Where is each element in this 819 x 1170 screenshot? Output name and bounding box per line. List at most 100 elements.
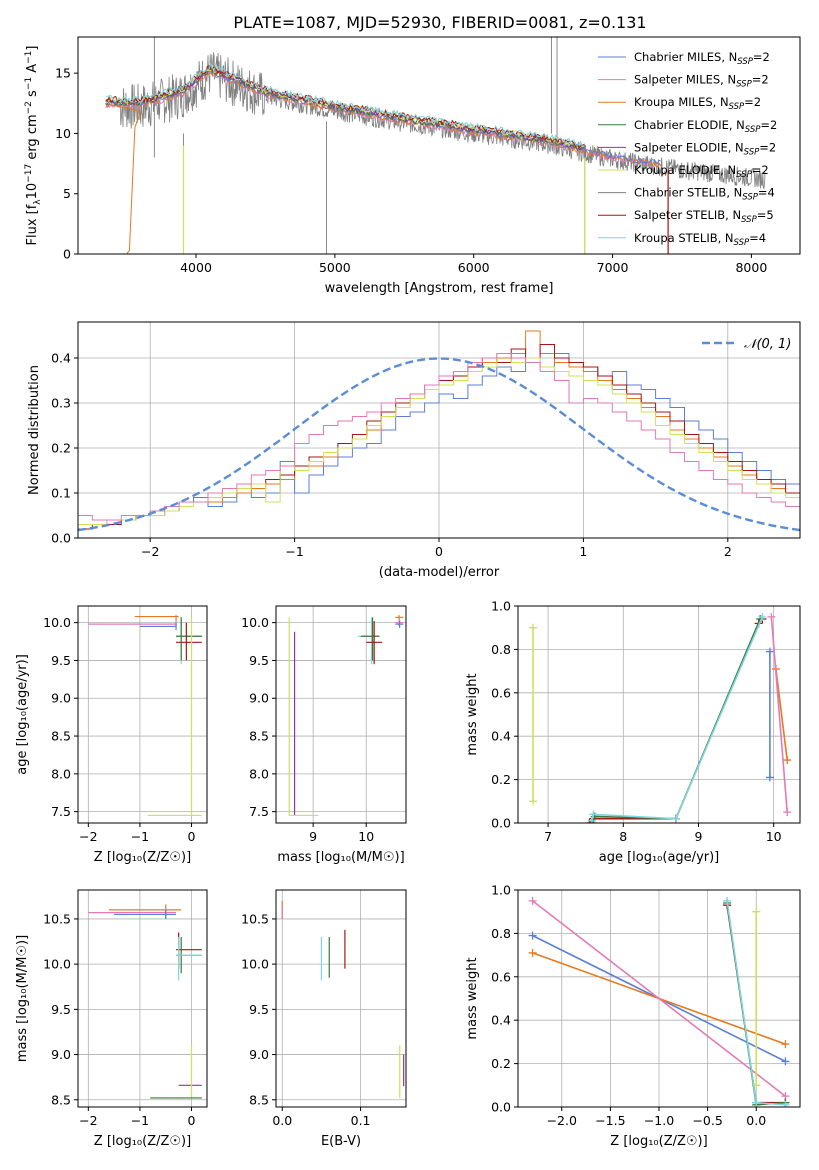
y-tick-label: 9.0	[249, 1047, 269, 1062]
grid	[518, 605, 800, 824]
label-part: −17	[24, 164, 34, 183]
x-tick-label: 9	[695, 829, 703, 844]
legend-sub: SSP	[736, 80, 752, 90]
legend-name: Chabrier MILES, N	[634, 50, 737, 64]
y-axis-label: age [log₁₀(age/yr)]	[15, 654, 30, 775]
y-tick-label: 10	[55, 126, 71, 141]
figure-title: PLATE=1087, MJD=52930, FIBERID=0081, z=0…	[233, 13, 646, 32]
label-part: erg cm	[25, 114, 40, 163]
plot-area	[88, 615, 202, 817]
x-tick-label: 5000	[319, 260, 351, 275]
panel-residuals: −2 −1 0 1 2 0.0 0.1 0.2 0.3 0.4 (data-model)/error…	[27, 321, 801, 580]
legend-name: Kroupa MILES, N	[634, 95, 729, 109]
legend-entry: Salpeter STELIB, NSSP=5	[634, 208, 774, 225]
x-tick-label: 4000	[180, 260, 212, 275]
x-axis-label: Z [log₁₀(Z/Z☉)]	[94, 1134, 191, 1149]
legend-sub: SSP	[744, 147, 760, 157]
legend-name: Salpeter ELODIE, N	[634, 140, 744, 154]
x-tick-label: −2.0	[547, 1113, 577, 1128]
plus-marker	[671, 814, 680, 823]
y-tick-label: 10.5	[43, 911, 71, 926]
y-tick-label: 0.1	[51, 486, 71, 501]
grid	[276, 606, 406, 823]
legend-entry: Chabrier MILES, NSSP=2	[634, 50, 770, 67]
x-tick-label: 0.0	[272, 1113, 292, 1128]
legend-tail: =4	[758, 186, 775, 200]
y-tick-label: 9.0	[51, 691, 71, 706]
x-tick-label: −2	[79, 1113, 97, 1128]
spectrum-line-kroupa-stelib	[105, 62, 585, 148]
y-tick-label: 9.5	[249, 1002, 269, 1017]
legend-tail: =2	[753, 50, 770, 64]
plus-marker	[528, 948, 537, 957]
weight-series-2	[532, 900, 786, 1097]
y-tick-label: 0.4	[491, 1013, 511, 1028]
plot-area	[529, 612, 792, 823]
y-axis-label: mass weight	[465, 957, 480, 1039]
legend-sub: SSP	[745, 125, 761, 135]
y-tick-label: 0	[63, 247, 71, 262]
y-tick-label: 10.0	[241, 615, 269, 630]
x-tick-label: 0.0	[746, 1113, 766, 1128]
plus-marker	[752, 1098, 761, 1107]
x-tick-label: −1	[285, 544, 303, 559]
y-tick-label: 0.4	[51, 351, 71, 366]
plus-marker	[781, 1057, 790, 1066]
y-tick-label: 8.5	[51, 729, 71, 744]
plot-area	[281, 900, 405, 1098]
y-tick-label: 10.0	[43, 615, 71, 630]
legend-entry: Kroupa STELIB, NSSP=4	[634, 231, 766, 248]
histogram-series-3	[78, 353, 800, 525]
legend-entry: Salpeter ELODIE, NSSP=2	[634, 140, 776, 157]
plus-marker	[587, 816, 596, 823]
axes-frame	[77, 36, 801, 255]
x-tick-label: 0	[188, 1113, 196, 1128]
plot-area	[288, 615, 404, 817]
y-axis-label: Flux [fλ10−17 erg cm−2 s−1 A−1]	[24, 46, 43, 246]
x-tick-label: 0.1	[351, 1113, 371, 1128]
histogram-series-2	[78, 344, 800, 530]
legend-name: Chabrier ELODIE, N	[634, 118, 745, 132]
x-tick-label: −1.5	[595, 1113, 625, 1128]
y-tick-label: 0.8	[491, 642, 511, 657]
legend-sub: SSP	[742, 193, 758, 203]
plot-area	[528, 896, 790, 1107]
legend-sub: SSP	[736, 170, 752, 180]
x-axis-label: E(B-V)	[321, 1134, 361, 1149]
legend-tail: =4	[749, 231, 766, 245]
x-tick-label: −1	[131, 1113, 149, 1128]
label-part: Flux [f	[25, 204, 40, 245]
legend-sub: SSP	[737, 57, 753, 67]
plus-marker	[723, 896, 732, 905]
label-part: −1	[24, 77, 34, 90]
legend-tail: =2	[752, 163, 769, 177]
x-tick-label: −0.5	[692, 1113, 722, 1128]
plus-marker	[589, 810, 598, 819]
y-tick-label: 9.5	[51, 653, 71, 668]
x-tick-label: 8000	[735, 260, 767, 275]
plus-marker	[765, 773, 774, 782]
plus-marker	[767, 612, 776, 621]
legend-name: Salpeter MILES, N	[634, 73, 736, 87]
normal-curve	[78, 357, 800, 532]
axes-frame	[275, 889, 407, 1108]
legend-tail: =2	[760, 118, 777, 132]
x-tick-label: 7000	[597, 260, 629, 275]
x-tick-label: 9	[309, 829, 317, 844]
x-axis-label: (data-model)/error	[379, 565, 500, 580]
x-tick-label: 0	[435, 544, 443, 559]
panel-spectrum: 4000 5000 6000 7000 8000 0 5 10 15 wavelength [An…	[24, 36, 801, 296]
x-tick-label: 10	[766, 829, 782, 844]
axes-frame	[77, 605, 208, 824]
y-tick-label: 8.0	[249, 766, 269, 781]
y-tick-label: 8.5	[51, 1092, 71, 1107]
legend-name: Kroupa STELIB, N	[634, 231, 734, 245]
y-tick-label: 0.2	[491, 1056, 511, 1071]
plus-marker	[783, 756, 792, 765]
x-tick-label: −2	[79, 829, 97, 844]
weight-series-2	[775, 668, 788, 761]
y-axis-label: mass [log₁₀(M/M☉)]	[15, 935, 30, 1062]
plus-marker	[528, 931, 537, 940]
